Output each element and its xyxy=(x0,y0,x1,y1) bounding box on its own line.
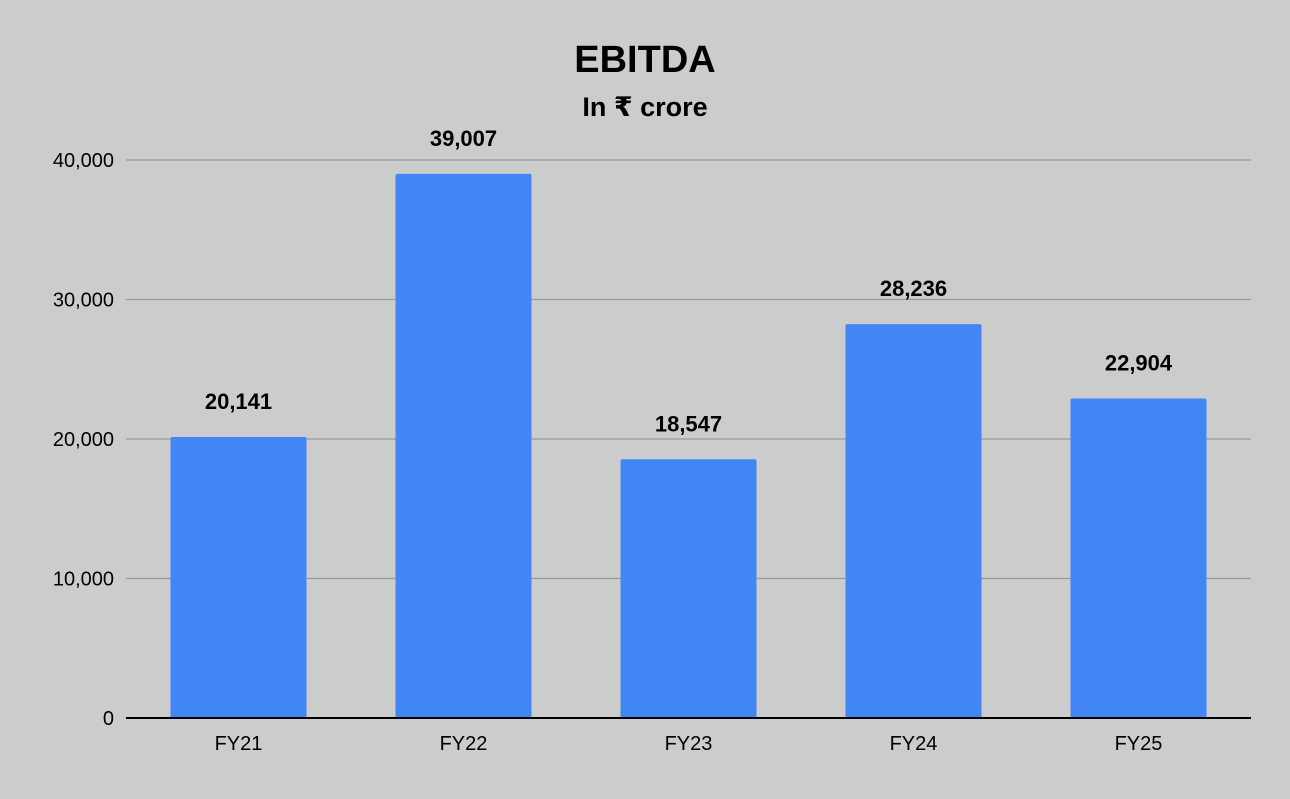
bar-fy24 xyxy=(845,324,982,718)
y-tick-label-2: 20,000 xyxy=(53,429,114,451)
x-tick-label-fy25: FY25 xyxy=(1115,733,1163,755)
x-tick-label-fy23: FY23 xyxy=(665,733,713,755)
data-label-fy22: 39,007 xyxy=(430,126,497,151)
bars xyxy=(170,173,1207,718)
x-tick-label-fy22: FY22 xyxy=(440,733,488,755)
bar-fy21 xyxy=(170,437,307,718)
bar-fy23 xyxy=(620,459,757,718)
y-tick-label-0: 0 xyxy=(103,708,114,730)
y-tick-label-3: 30,000 xyxy=(53,290,114,312)
bar-fy22 xyxy=(395,173,532,718)
data-label-fy23: 18,547 xyxy=(655,411,722,436)
y-tick-label-4: 40,000 xyxy=(53,150,114,172)
y-tick-label-1: 10,000 xyxy=(53,569,114,591)
x-axis: FY21 FY22 FY23 FY24 FY25 xyxy=(126,717,1251,755)
data-label-fy24: 28,236 xyxy=(880,276,947,301)
data-label-fy25: 22,904 xyxy=(1105,350,1173,375)
chart-subtitle: In ₹ crore xyxy=(582,92,707,122)
data-labels: 20,141 39,007 18,547 28,236 22,904 xyxy=(205,126,1173,436)
data-label-fy21: 20,141 xyxy=(205,389,272,414)
x-tick-label-fy21: FY21 xyxy=(215,733,263,755)
bar-fy25 xyxy=(1070,398,1207,718)
chart-title: EBITDA xyxy=(574,39,715,81)
y-axis: 0 10,000 20,000 30,000 40,000 xyxy=(53,150,114,730)
x-tick-label-fy24: FY24 xyxy=(890,733,938,755)
